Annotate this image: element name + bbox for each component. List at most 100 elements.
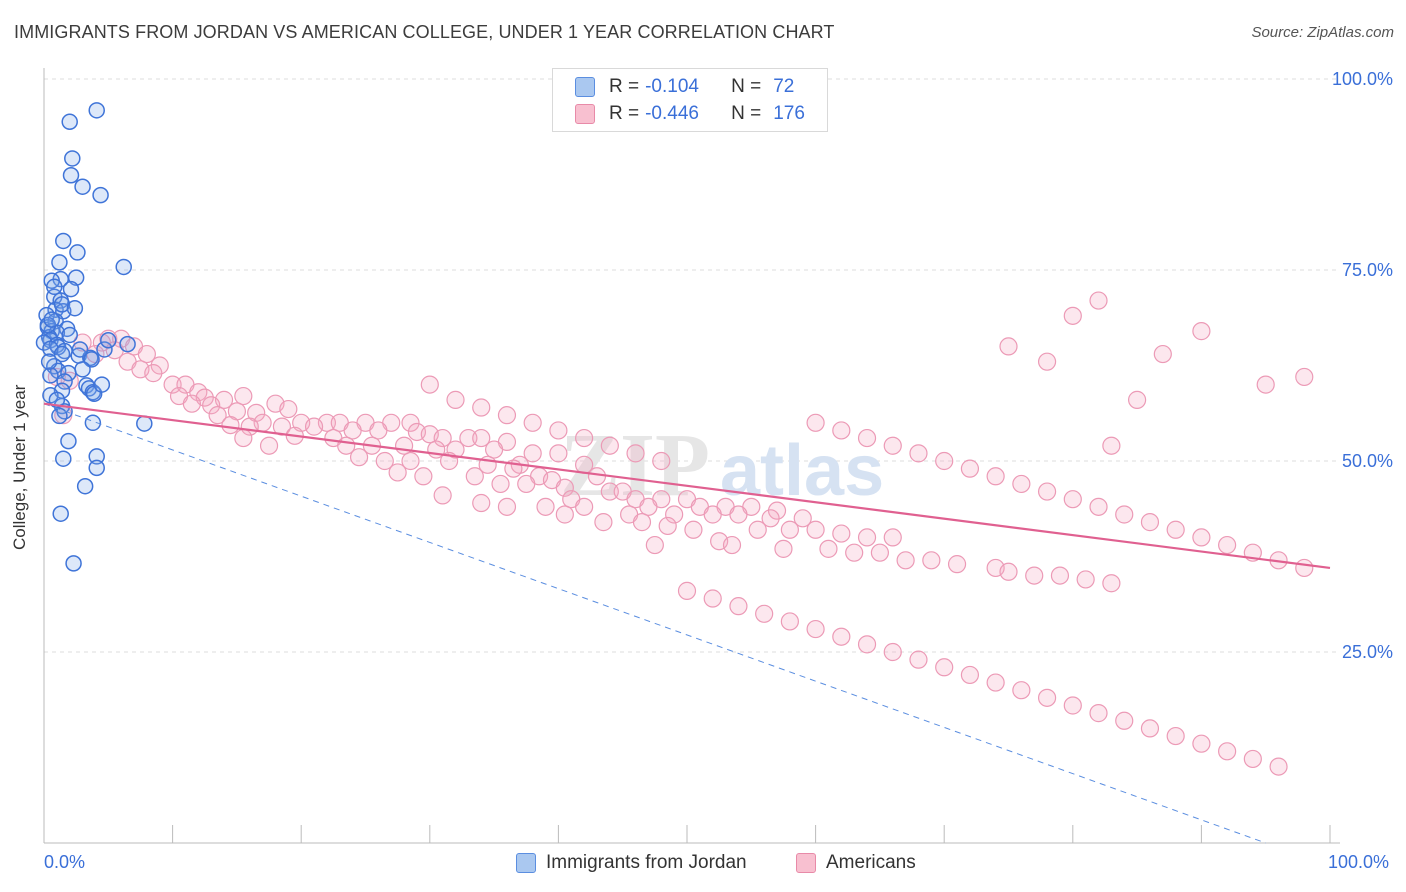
- americans-point: [485, 440, 504, 459]
- americans-point: [472, 428, 491, 448]
- americans-point: [401, 451, 420, 471]
- jordan-point: [56, 373, 73, 390]
- chart-title: IMMIGRANTS FROM JORDAN VS AMERICAN COLLE…: [14, 22, 835, 42]
- jordan-point: [65, 555, 82, 572]
- jordan-point: [46, 278, 63, 296]
- legend-row-americans: R = -0.446 N = 176: [575, 102, 805, 126]
- legend-row-jordan: R = -0.104 N = 72: [575, 75, 794, 99]
- americans-point: [594, 513, 613, 532]
- americans-point: [1102, 436, 1121, 455]
- jordan-point: [64, 150, 81, 167]
- americans-point: [549, 444, 568, 463]
- americans-point: [1102, 574, 1121, 593]
- jordan-point: [62, 280, 80, 298]
- americans-point: [600, 436, 619, 455]
- americans-point: [555, 505, 574, 524]
- americans-point: [144, 364, 163, 383]
- jordan-point: [84, 414, 102, 432]
- bottom-legend-swatch-jordan: [516, 853, 536, 873]
- americans-point: [208, 406, 227, 425]
- x-tick-label-right: 100.0%: [1328, 852, 1390, 872]
- legend-n-value-jordan: 72: [773, 76, 795, 97]
- americans-point: [259, 436, 279, 455]
- jordan-point: [43, 311, 60, 328]
- y-tick-label-50: 50.0%: [1342, 451, 1393, 471]
- americans-point: [722, 535, 742, 555]
- bottom-legend-americans: Americans: [796, 852, 916, 874]
- americans-point: [935, 451, 954, 471]
- americans-point: [1050, 566, 1070, 585]
- americans-point: [150, 356, 169, 375]
- jordan-point: [62, 167, 80, 184]
- americans-point: [414, 467, 433, 486]
- americans-point: [394, 436, 414, 455]
- jordan-point: [60, 432, 77, 450]
- jordan-point: [69, 244, 86, 261]
- americans-point: [459, 428, 478, 448]
- americans-point: [1192, 734, 1211, 753]
- bottom-legend-label-americans: Americans: [826, 852, 916, 873]
- americans-point: [857, 635, 877, 654]
- americans-point: [472, 398, 491, 417]
- americans-point: [1153, 344, 1172, 364]
- jordan-point: [48, 391, 66, 409]
- legend-swatch-americans: [575, 104, 595, 124]
- grid-lines: [44, 78, 1340, 653]
- americans-point: [163, 375, 182, 394]
- americans-point: [999, 337, 1018, 356]
- americans-point: [922, 551, 941, 570]
- americans-point: [658, 516, 677, 536]
- americans-point: [909, 650, 928, 669]
- jordan-point: [88, 448, 105, 465]
- americans-point: [375, 451, 394, 471]
- legend-r-label: R =: [609, 103, 640, 124]
- americans-point: [234, 428, 253, 448]
- americans-point: [234, 386, 253, 406]
- americans-point: [819, 539, 838, 558]
- americans-point: [677, 581, 697, 600]
- americans-point: [793, 509, 812, 528]
- americans-point: [780, 612, 799, 631]
- americans-point: [1115, 711, 1134, 730]
- americans-point: [645, 535, 664, 555]
- jordan-point: [115, 258, 132, 276]
- jordan-point: [76, 477, 94, 495]
- americans-point: [465, 467, 484, 486]
- legend-r-label: R =: [609, 76, 640, 97]
- jordan-point: [51, 407, 68, 425]
- americans-point: [517, 474, 536, 494]
- americans-point: [1256, 375, 1275, 394]
- jordan-point: [88, 459, 105, 477]
- americans-point: [767, 501, 787, 520]
- americans-point: [433, 428, 452, 448]
- americans-point: [870, 543, 890, 562]
- americans-point: [652, 451, 671, 471]
- jordan-point: [74, 361, 91, 378]
- americans-point: [1089, 704, 1108, 723]
- jordan-point: [88, 102, 105, 119]
- americans-point: [1037, 688, 1057, 707]
- jordan-points: [35, 102, 153, 572]
- americans-point: [1012, 474, 1031, 494]
- americans-point: [304, 417, 324, 436]
- jordan-point: [51, 254, 68, 271]
- jordan-point: [61, 326, 78, 344]
- americans-point: [1037, 482, 1057, 501]
- jordan-point: [53, 345, 71, 363]
- jordan-trend-line: [43, 403, 1266, 844]
- americans-point: [1037, 352, 1057, 371]
- americans-points: [47, 291, 1314, 776]
- americans-point: [1127, 390, 1147, 409]
- americans-point: [883, 528, 902, 547]
- americans-point: [774, 539, 793, 558]
- jordan-point: [74, 178, 91, 195]
- americans-point: [575, 428, 594, 448]
- americans-point: [729, 505, 748, 524]
- americans-point: [986, 673, 1005, 692]
- americans-point: [388, 463, 407, 482]
- legend-n-label: N =: [731, 76, 762, 97]
- americans-point: [1243, 749, 1262, 769]
- americans-point: [600, 482, 619, 501]
- americans-point: [780, 520, 799, 539]
